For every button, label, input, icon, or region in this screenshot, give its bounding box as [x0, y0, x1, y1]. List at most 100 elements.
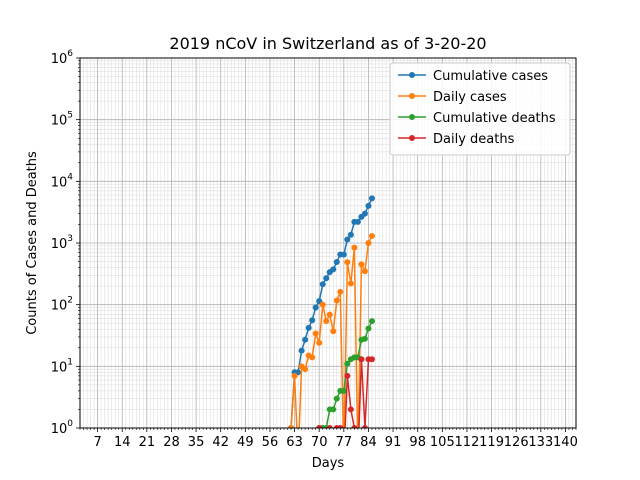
x-tick-label: 112 — [455, 435, 480, 450]
x-tick-label: 133 — [528, 435, 553, 450]
data-point — [347, 231, 354, 238]
legend-label: Daily deaths — [433, 132, 515, 147]
data-point — [291, 372, 298, 379]
data-point — [361, 335, 368, 342]
data-point — [333, 297, 340, 304]
data-point — [305, 324, 312, 331]
x-tick-label: 84 — [360, 435, 377, 450]
data-point — [288, 425, 295, 428]
x-tick-label: 7 — [93, 435, 101, 450]
ticks-layer: 7 14 21 28 35 42 49 56 63 70 77 84 91 98 105 112 119 126 1… — [51, 49, 578, 450]
data-point — [330, 328, 337, 335]
x-tick-label: 91 — [385, 435, 402, 450]
x-tick-label: 63 — [286, 435, 303, 450]
legend-label: Cumulative cases — [433, 69, 548, 84]
data-point — [351, 244, 358, 251]
y-tick-base: 10 — [51, 360, 68, 375]
y-tick-exponent: 4 — [67, 172, 73, 182]
y-tick-exponent: 6 — [67, 49, 73, 59]
data-point — [368, 195, 375, 202]
legend-marker — [409, 135, 415, 141]
data-point — [358, 261, 365, 268]
data-point — [337, 288, 344, 295]
data-point — [344, 259, 351, 266]
y-tick-exponent: 2 — [67, 296, 73, 306]
y-tick-base: 10 — [51, 114, 68, 129]
data-point — [337, 425, 344, 428]
data-point — [354, 218, 361, 225]
data-point — [361, 210, 368, 217]
data-point — [365, 239, 372, 246]
y-tick-base: 10 — [51, 175, 68, 190]
legend: Cumulative cases Daily cases Cumulative de… — [389, 62, 571, 156]
y-tick-label: 100 — [51, 419, 74, 437]
x-tick-label: 56 — [262, 435, 279, 450]
x-tick-label: 21 — [139, 435, 156, 450]
data-point — [312, 304, 319, 311]
data-point — [330, 406, 337, 413]
data-point — [333, 395, 340, 402]
legend-marker — [409, 72, 415, 78]
series-0 — [288, 195, 375, 428]
x-tick-label: 140 — [553, 435, 578, 450]
data-point — [330, 266, 337, 273]
y-tick-label: 101 — [51, 357, 73, 375]
x-tick-label: 14 — [114, 435, 131, 450]
series-layer — [288, 195, 375, 428]
data-point — [344, 360, 351, 367]
data-point — [365, 202, 372, 209]
data-point — [361, 268, 368, 275]
legend-marker — [409, 114, 415, 120]
data-point — [340, 251, 347, 258]
y-tick-label: 106 — [51, 49, 74, 67]
data-point — [326, 311, 333, 318]
data-point — [309, 317, 316, 324]
data-point — [347, 406, 354, 413]
legend-item: Daily cases — [398, 90, 507, 105]
y-tick-base: 10 — [51, 299, 68, 314]
data-point — [298, 347, 305, 354]
x-tick-label: 98 — [409, 435, 426, 450]
x-tick-label: 119 — [479, 435, 504, 450]
data-point — [344, 236, 351, 243]
y-tick-label: 103 — [51, 234, 73, 252]
data-point — [323, 318, 330, 325]
legend-box — [389, 62, 571, 156]
y-tick-base: 10 — [51, 52, 68, 67]
x-tick-label: 105 — [430, 435, 455, 450]
data-point — [347, 280, 354, 287]
data-point — [316, 339, 323, 346]
legend-item: Cumulative cases — [398, 69, 548, 84]
y-tick-exponent: 1 — [67, 357, 73, 367]
data-point — [326, 425, 333, 428]
x-tick-label: 126 — [504, 435, 529, 450]
data-point — [368, 232, 375, 239]
data-point — [333, 259, 340, 266]
data-point — [361, 425, 368, 428]
x-tick-label: 42 — [212, 435, 229, 450]
series-3 — [316, 356, 375, 428]
y-tick-label: 105 — [51, 111, 73, 129]
legend-item: Cumulative deaths — [398, 111, 556, 126]
data-point — [302, 336, 309, 343]
x-axis-label: Days — [312, 456, 345, 471]
x-tick-label: 77 — [336, 435, 353, 450]
data-point — [309, 354, 316, 361]
data-point — [312, 330, 319, 337]
data-point — [316, 425, 323, 428]
y-tick-label: 104 — [51, 172, 74, 190]
data-point — [365, 325, 372, 332]
data-point — [319, 301, 326, 308]
data-point — [368, 356, 375, 363]
data-point — [340, 387, 347, 394]
y-axis-label: Counts of Cases and Deaths — [25, 151, 40, 335]
y-tick-exponent: 3 — [67, 234, 73, 244]
legend-label: Daily cases — [433, 90, 507, 105]
y-tick-base: 10 — [51, 422, 68, 437]
data-point — [302, 366, 309, 373]
legend-marker — [409, 93, 415, 99]
legend-label: Cumulative deaths — [433, 111, 556, 126]
series-line — [319, 358, 372, 428]
